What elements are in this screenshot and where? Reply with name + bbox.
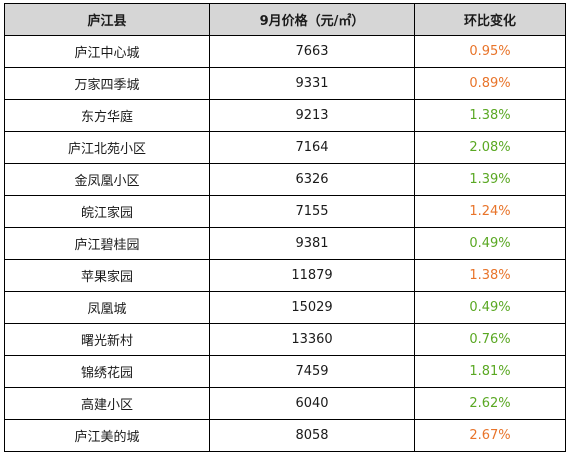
header-row: 庐江县 9月价格（元/㎡） 环比变化 bbox=[4, 3, 566, 36]
price-cell: 15029 bbox=[209, 291, 415, 324]
price-cell: 8058 bbox=[209, 419, 415, 452]
community-name-cell: 凤凰城 bbox=[4, 291, 210, 324]
change-cell: 0.89% bbox=[414, 67, 566, 100]
change-cell: 2.08% bbox=[414, 131, 566, 164]
table-row: 金凤凰小区 6326 1.39% bbox=[4, 163, 566, 196]
community-name-cell: 苹果家园 bbox=[4, 259, 210, 292]
table-header: 庐江县 9月价格（元/㎡） 环比变化 bbox=[4, 3, 566, 36]
community-name-cell: 高建小区 bbox=[4, 387, 210, 420]
price-cell: 6040 bbox=[209, 387, 415, 420]
table-row: 庐江中心城 7663 0.95% bbox=[4, 35, 566, 68]
change-cell: 1.24% bbox=[414, 195, 566, 228]
price-cell: 11879 bbox=[209, 259, 415, 292]
table-row: 庐江北苑小区 7164 2.08% bbox=[4, 131, 566, 164]
change-cell: 2.67% bbox=[414, 419, 566, 452]
price-table: 庐江县 9月价格（元/㎡） 环比变化 庐江中心城 7663 0.95% 万家四季城 93… bbox=[4, 3, 566, 452]
community-name-cell: 锦绣花园 bbox=[4, 355, 210, 388]
price-cell: 9213 bbox=[209, 99, 415, 132]
community-name-cell: 庐江中心城 bbox=[4, 35, 210, 68]
table-row: 凤凰城 15029 0.49% bbox=[4, 291, 566, 324]
community-name-cell: 东方华庭 bbox=[4, 99, 210, 132]
price-table-container: 庐江县 9月价格（元/㎡） 环比变化 庐江中心城 7663 0.95% 万家四季城 93… bbox=[4, 3, 566, 452]
price-cell: 7459 bbox=[209, 355, 415, 388]
change-cell: 0.49% bbox=[414, 291, 566, 324]
price-cell: 7164 bbox=[209, 131, 415, 164]
change-cell: 0.76% bbox=[414, 323, 566, 356]
community-name-cell: 庐江碧桂园 bbox=[4, 227, 210, 260]
table-row: 锦绣花园 7459 1.81% bbox=[4, 355, 566, 388]
community-name-cell: 金凤凰小区 bbox=[4, 163, 210, 196]
table-row: 曙光新村 13360 0.76% bbox=[4, 323, 566, 356]
table-row: 万家四季城 9331 0.89% bbox=[4, 67, 566, 100]
header-county: 庐江县 bbox=[4, 3, 210, 36]
change-cell: 1.81% bbox=[414, 355, 566, 388]
price-cell: 7663 bbox=[209, 35, 415, 68]
header-mom-change: 环比变化 bbox=[414, 3, 566, 36]
community-name-cell: 曙光新村 bbox=[4, 323, 210, 356]
price-cell: 9381 bbox=[209, 227, 415, 260]
community-name-cell: 万家四季城 bbox=[4, 67, 210, 100]
table-row: 苹果家园 11879 1.38% bbox=[4, 259, 566, 292]
change-cell: 1.38% bbox=[414, 99, 566, 132]
table-row: 高建小区 6040 2.62% bbox=[4, 387, 566, 420]
change-cell: 0.95% bbox=[414, 35, 566, 68]
price-cell: 6326 bbox=[209, 163, 415, 196]
change-cell: 2.62% bbox=[414, 387, 566, 420]
header-september-price: 9月价格（元/㎡） bbox=[209, 3, 415, 36]
price-cell: 7155 bbox=[209, 195, 415, 228]
price-cell: 9331 bbox=[209, 67, 415, 100]
change-cell: 1.38% bbox=[414, 259, 566, 292]
change-cell: 0.49% bbox=[414, 227, 566, 260]
change-cell: 1.39% bbox=[414, 163, 566, 196]
table-row: 皖江家园 7155 1.24% bbox=[4, 195, 566, 228]
community-name-cell: 庐江北苑小区 bbox=[4, 131, 210, 164]
table-row: 庐江美的城 8058 2.67% bbox=[4, 419, 566, 452]
table-body: 庐江中心城 7663 0.95% 万家四季城 9331 0.89% 东方华庭 9213 1.38… bbox=[4, 35, 566, 452]
community-name-cell: 皖江家园 bbox=[4, 195, 210, 228]
price-cell: 13360 bbox=[209, 323, 415, 356]
table-row: 东方华庭 9213 1.38% bbox=[4, 99, 566, 132]
community-name-cell: 庐江美的城 bbox=[4, 419, 210, 452]
table-row: 庐江碧桂园 9381 0.49% bbox=[4, 227, 566, 260]
